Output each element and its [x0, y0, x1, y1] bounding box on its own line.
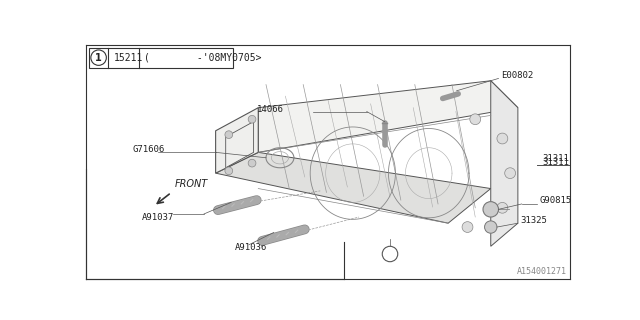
Circle shape — [248, 116, 256, 123]
Text: 31325: 31325 — [520, 216, 547, 225]
Text: 1: 1 — [387, 250, 392, 259]
Text: FRONT: FRONT — [175, 179, 208, 188]
Text: G71606: G71606 — [132, 145, 165, 154]
Text: G90815: G90815 — [540, 196, 572, 205]
Text: A91037: A91037 — [142, 212, 174, 221]
Polygon shape — [259, 81, 518, 152]
Text: 14066: 14066 — [257, 105, 284, 114]
Circle shape — [497, 203, 508, 213]
Text: A154001271: A154001271 — [516, 267, 566, 276]
Circle shape — [470, 114, 481, 124]
Circle shape — [484, 221, 497, 233]
Circle shape — [248, 159, 256, 167]
Text: (        -'08MY0705>: ( -'08MY0705> — [143, 53, 261, 63]
Text: 31311: 31311 — [542, 154, 569, 163]
Circle shape — [483, 202, 499, 217]
Circle shape — [462, 222, 473, 232]
Circle shape — [505, 168, 516, 179]
Circle shape — [497, 133, 508, 144]
Circle shape — [225, 131, 233, 139]
Text: 1: 1 — [95, 53, 102, 63]
Text: E00802: E00802 — [502, 71, 534, 80]
Text: A91036: A91036 — [235, 243, 268, 252]
Polygon shape — [216, 152, 491, 223]
Circle shape — [225, 167, 233, 175]
Text: 15211: 15211 — [114, 53, 143, 63]
Circle shape — [91, 50, 106, 65]
Circle shape — [382, 246, 397, 262]
Bar — [90, 48, 233, 68]
Polygon shape — [216, 108, 259, 173]
Polygon shape — [491, 81, 518, 246]
Text: 31311: 31311 — [543, 158, 570, 167]
